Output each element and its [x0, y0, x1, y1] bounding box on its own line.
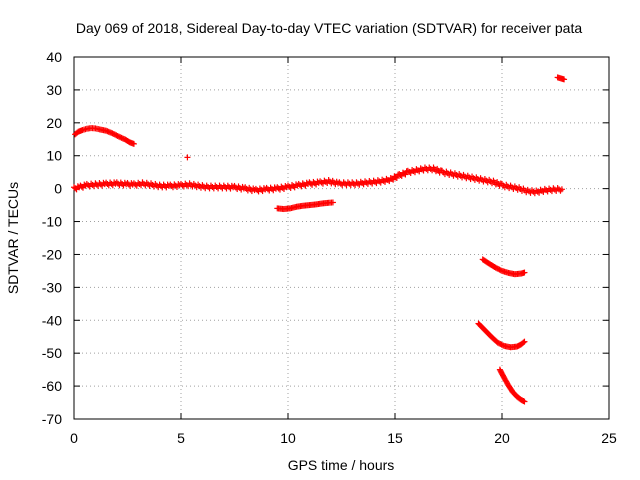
y-axis-label: SDTVAR / TECUs [5, 182, 21, 294]
x-axis-label: GPS time / hours [288, 457, 395, 473]
x-tick-label: 20 [494, 430, 510, 446]
y-tick-label: 40 [46, 49, 62, 65]
data-point [521, 269, 528, 276]
data-series [184, 154, 191, 161]
data-series [496, 366, 528, 405]
y-tick-label: 0 [54, 181, 62, 197]
y-axis: 40 30 20 10 0 -10 -20 -30 -40 -50 -60 -70 [42, 49, 609, 427]
y-tick-label: -70 [42, 411, 62, 427]
plot-frame [73, 56, 610, 420]
y-tick-label: -50 [42, 345, 62, 361]
data-point [184, 154, 191, 161]
y-tick-label: -30 [42, 279, 62, 295]
y-tick-label: 20 [46, 115, 62, 131]
x-tick-label: 25 [601, 430, 617, 446]
data-series [554, 74, 568, 83]
data-points [71, 74, 568, 405]
x-tick-label: 5 [177, 430, 185, 446]
y-tick-label: 10 [46, 148, 62, 164]
data-point [329, 199, 336, 206]
data-point [521, 398, 528, 405]
data-series [479, 256, 528, 278]
x-axis: 0 5 10 15 20 25 [70, 57, 617, 446]
chart-title: Day 069 of 2018, Sidereal Day-to-day VTE… [76, 20, 583, 36]
data-series [71, 164, 565, 197]
data-point [130, 140, 137, 147]
data-point [227, 185, 234, 192]
y-tick-label: -20 [42, 246, 62, 262]
grid [74, 57, 609, 419]
y-tick-label: -60 [42, 378, 62, 394]
x-tick-label: 0 [70, 430, 78, 446]
data-series [72, 125, 137, 147]
data-series [274, 199, 336, 213]
data-point [393, 175, 400, 182]
x-tick-label: 10 [280, 430, 296, 446]
data-point [520, 339, 527, 346]
data-point [521, 338, 528, 345]
x-tick-label: 15 [387, 430, 403, 446]
data-point [561, 76, 568, 83]
y-tick-label: 30 [46, 82, 62, 98]
data-point [120, 182, 127, 189]
y-tick-label: -40 [42, 312, 62, 328]
data-point [402, 171, 409, 178]
data-point [238, 186, 245, 193]
data-series [475, 320, 528, 351]
data-point [558, 186, 565, 193]
y-tick-label: -10 [42, 214, 62, 230]
